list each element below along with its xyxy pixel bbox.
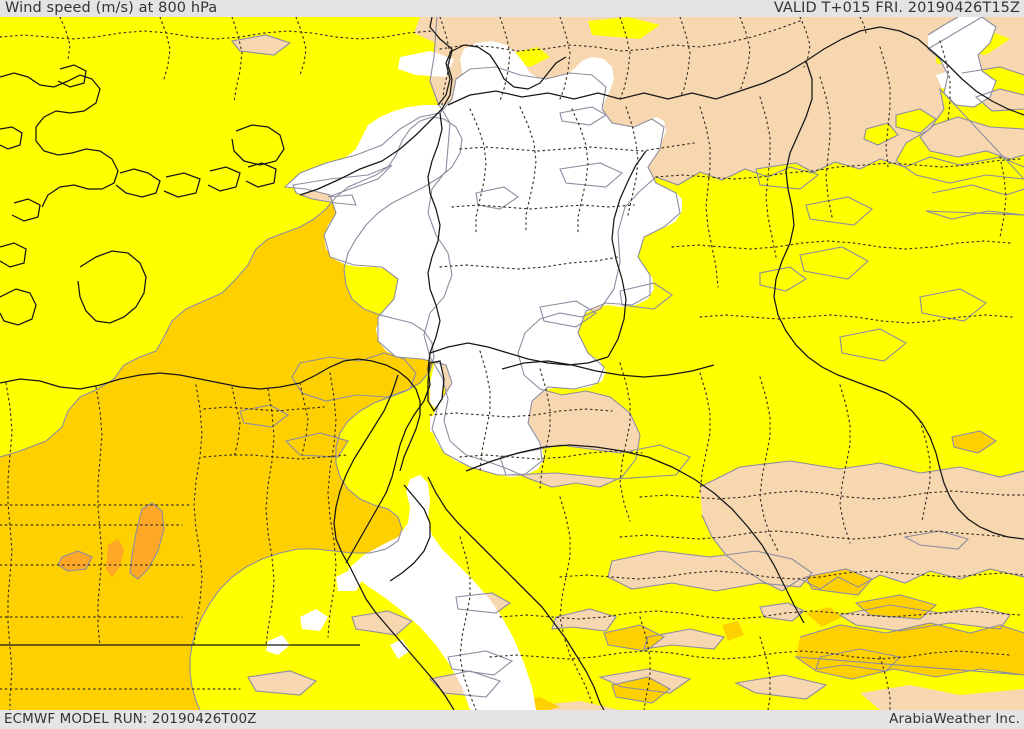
national-borders-layer [0,17,1024,710]
contour-fill-layer [0,17,1024,710]
map-canvas[interactable] [0,17,1024,710]
internal-borders-layer [0,17,1024,710]
provider-credit-label: ArabiaWeather Inc. [889,711,1020,727]
footer-bar: ECMWF MODEL RUN: 20190426T00Z ArabiaWeat… [0,710,1024,729]
model-run-label: ECMWF MODEL RUN: 20190426T00Z [4,711,257,727]
valid-time-label: VALID T+015 FRI. 20190426T15Z [773,0,1020,16]
band-fill-orange [58,503,164,579]
page-title: Wind speed (m/s) at 800 hPa [5,0,218,16]
contour-lines [0,17,1024,710]
header-bar: Wind speed (m/s) at 800 hPa VALID T+015 … [0,0,1024,17]
wind-speed-contour-map [0,17,1024,710]
